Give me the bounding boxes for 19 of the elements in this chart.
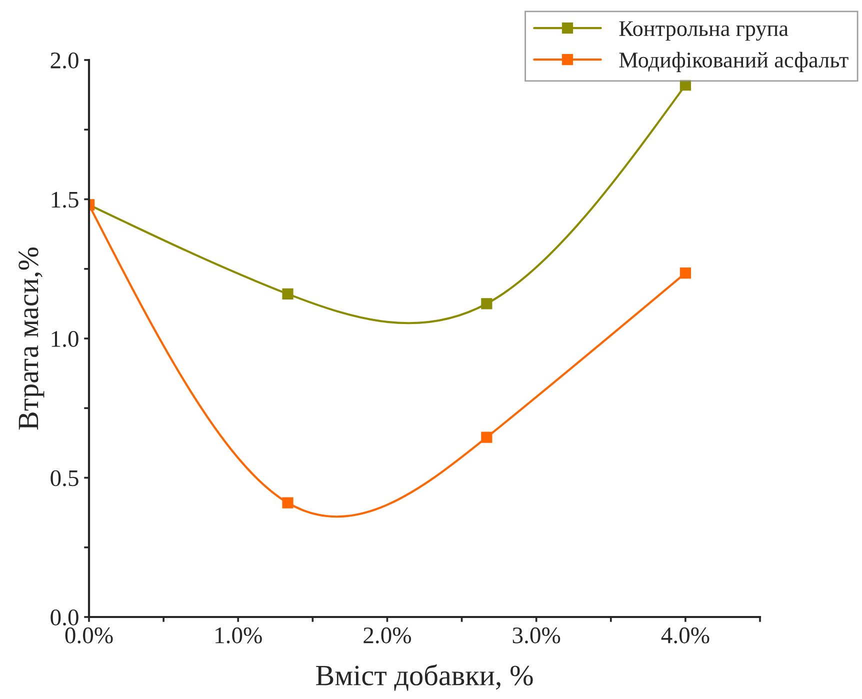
point (680, 267, 691, 279)
x-tick-label: 3.0% (512, 627, 560, 644)
x-tick-label: 1.0% (216, 627, 262, 644)
x-axis-title: Вміст добавки, % (316, 664, 533, 691)
x-tick-label: 4.0% (661, 627, 710, 644)
y-tick-label: 0.0 (50, 609, 78, 626)
legend-label: Контрольна група (619, 21, 788, 41)
x-tick-label: 0.0% (65, 627, 113, 644)
y-axis-title: Втрата маси,% (18, 247, 44, 430)
y-tick-label: 1.5 (52, 192, 78, 208)
point (481, 432, 492, 443)
x-tick-label: 2.0% (364, 627, 412, 644)
y-tick-label: 1.0 (52, 330, 78, 348)
y-tick-label: 2.0 (50, 52, 78, 69)
point (481, 298, 492, 310)
y-tick-label: 0.5 (50, 470, 78, 486)
point (282, 497, 294, 508)
legend-label: Модифікований асфальт (619, 52, 848, 72)
point (282, 288, 294, 300)
